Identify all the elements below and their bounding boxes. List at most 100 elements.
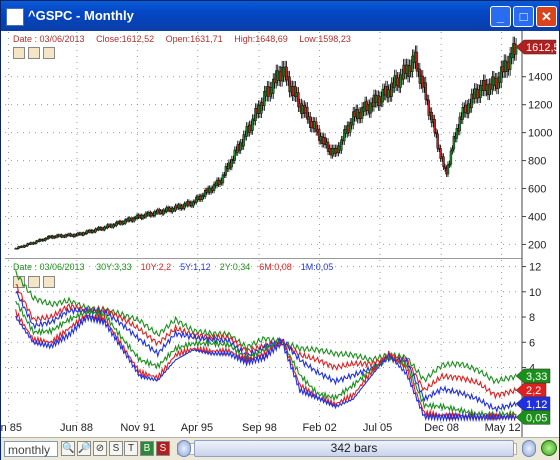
close-button[interactable]: ✕ <box>536 6 557 27</box>
candle-body <box>294 86 297 97</box>
candle-body <box>224 166 228 176</box>
candle-body <box>115 221 118 226</box>
s2-button[interactable]: S <box>156 441 170 456</box>
price-pane: Date : 03/06/2013 Close:1612,52 Open:163… <box>5 32 522 258</box>
candle-body <box>343 129 346 142</box>
candle-body <box>192 201 195 207</box>
candle-body <box>455 128 459 139</box>
candle-body <box>369 102 373 114</box>
candle-body <box>399 74 402 88</box>
candle-body <box>443 166 447 169</box>
candle-body <box>239 142 242 151</box>
candle-body <box>458 116 462 132</box>
bottom-toolbar: monthly 🔍 🔎 ⊘ S T B S 342 bars <box>1 437 559 460</box>
template-icon[interactable] <box>28 47 40 59</box>
zoom-reset-icon[interactable]: ⊘ <box>93 441 107 456</box>
candle-body <box>221 174 225 184</box>
settings-icon[interactable] <box>43 276 55 288</box>
candle-body <box>433 119 436 133</box>
candle-body <box>424 82 427 100</box>
s-button[interactable]: S <box>109 441 123 456</box>
candle-body <box>35 240 38 244</box>
price-last-tag-label: 1612,5 <box>526 42 559 54</box>
indicator-icon[interactable] <box>13 47 25 59</box>
maximize-button[interactable]: □ <box>513 6 534 27</box>
price-tick-label: 600 <box>528 184 546 196</box>
scroll-left-handle[interactable] <box>177 440 191 457</box>
template-icon[interactable] <box>28 276 40 288</box>
x-tick-label: May 12 <box>485 422 521 434</box>
price-last-tag: 1612,5 <box>515 39 559 55</box>
zoom-out-icon[interactable]: 🔎 <box>77 441 91 456</box>
settings-icon[interactable] <box>43 47 55 59</box>
price-low: Low:1598,23 <box>299 34 351 44</box>
t-button[interactable]: T <box>124 441 138 456</box>
candle-body <box>254 108 257 122</box>
yield-10y-tag: 2,2 <box>515 382 547 398</box>
yield-10y-tag-label: 2,2 <box>526 385 541 397</box>
candle-body <box>434 132 438 134</box>
candle-body <box>285 66 288 81</box>
candle-body <box>242 134 245 147</box>
x-tick-label: Dec 08 <box>424 422 459 434</box>
candle-body <box>436 133 439 149</box>
zoom-in-icon[interactable]: 🔍 <box>61 441 75 456</box>
candle-body <box>272 78 275 94</box>
yield-5y-tag-shape <box>515 396 551 412</box>
window-title: ^GSPC - Monthly <box>28 8 134 23</box>
candle-body <box>15 248 19 250</box>
scroll-right-handle[interactable] <box>522 440 536 457</box>
candle-body <box>411 55 414 72</box>
price-close: Close:1612,52 <box>96 34 155 44</box>
candle-body <box>317 128 321 141</box>
chart-app-icon <box>6 8 24 26</box>
yield-10y-tag-shape <box>515 382 547 398</box>
price-high: High:1648,69 <box>234 34 288 44</box>
yield-2y-tag: 0,05 <box>515 410 551 425</box>
candle-body <box>448 163 451 166</box>
candle-body <box>446 164 450 175</box>
yield-tick-label: 4 <box>529 362 535 374</box>
go-icon[interactable] <box>541 440 557 456</box>
candle-body <box>323 137 327 146</box>
yield-5y-tag-label: 1,12 <box>526 399 547 411</box>
candle-body <box>340 139 343 151</box>
b-button[interactable]: B <box>140 441 154 456</box>
title-bar[interactable]: ^GSPC - Monthly _ □ ✕ <box>1 1 559 31</box>
candle-body <box>479 85 482 98</box>
candle-body <box>427 99 430 116</box>
candle-body <box>124 219 127 224</box>
yield-tick-label: 6 <box>529 337 535 349</box>
candle-body <box>306 106 309 120</box>
candle-body <box>497 77 500 89</box>
candle-body <box>162 209 165 215</box>
candle-body <box>263 91 266 106</box>
candle-body <box>508 53 512 70</box>
yield-5y-tag: 1,12 <box>515 396 551 412</box>
candle-body <box>103 226 106 231</box>
candle-body <box>233 149 236 161</box>
yield-line-6m <box>15 309 517 422</box>
candle-body <box>326 141 330 152</box>
candle-body <box>470 93 473 109</box>
candle-body <box>390 82 393 97</box>
candle-body <box>315 121 318 132</box>
price-header: Date : 03/06/2013 Close:1612,52 Open:163… <box>13 34 360 44</box>
yield-30y-tag-shape <box>515 368 551 384</box>
x-tick-label: Apr 95 <box>181 422 213 434</box>
candle-body <box>132 217 136 222</box>
x-tick-label: Jun 88 <box>60 422 93 434</box>
candle-body <box>260 102 263 114</box>
yield-indicator-icons <box>13 275 58 293</box>
candle-body <box>201 194 204 201</box>
bars-slider[interactable]: 342 bars <box>194 440 514 457</box>
candle-body <box>451 148 454 152</box>
candle-body <box>212 183 216 191</box>
minimize-button[interactable]: _ <box>490 6 511 27</box>
candle-body <box>461 107 464 120</box>
period-select[interactable]: monthly <box>4 441 58 457</box>
yield-label: 5Y:1,12 <box>180 262 211 272</box>
yield-line-5y <box>15 290 517 414</box>
yield-30y-tag-label: 3,33 <box>526 371 547 383</box>
